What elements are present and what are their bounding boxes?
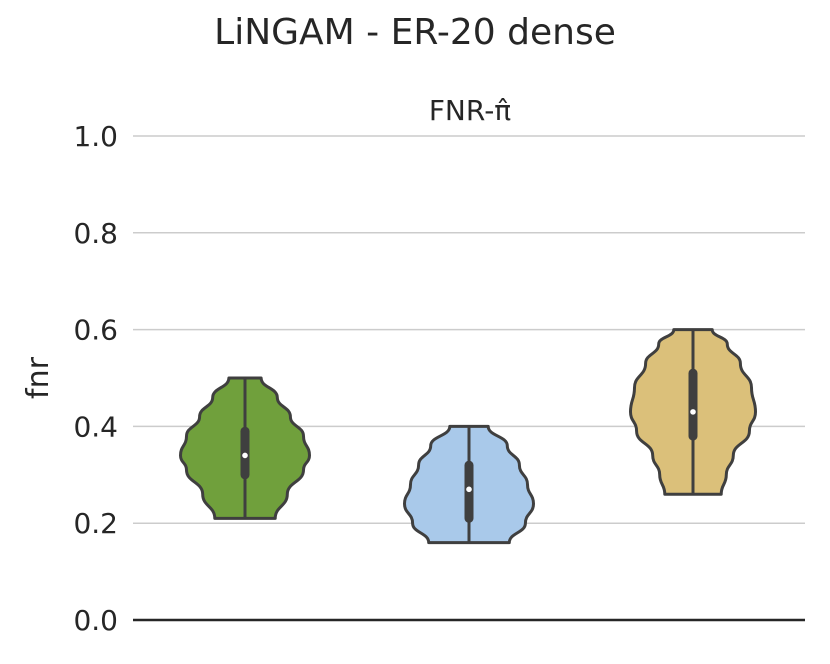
y-tick-label-1: 0.2 <box>73 507 118 540</box>
violin-median-3 <box>690 409 696 415</box>
y-tick-label-4: 0.8 <box>73 217 118 250</box>
violin-1 <box>179 376 311 520</box>
y-tick-labels: 0.0 0.2 0.4 0.6 0.8 1.0 <box>73 120 118 637</box>
chart-subtitle: FNR-π̂ <box>429 94 511 127</box>
y-tick-label-2: 0.4 <box>73 410 118 443</box>
violin-3 <box>629 328 757 496</box>
y-tick-label-5: 1.0 <box>73 120 118 153</box>
violin-2 <box>403 424 535 545</box>
y-axis-label: fnr <box>21 356 56 399</box>
violin-median-2 <box>466 486 472 493</box>
violins <box>179 328 757 545</box>
chart-title: LiNGAM - ER-20 dense <box>214 12 616 53</box>
y-tick-label-3: 0.6 <box>73 314 118 347</box>
y-tick-label-0: 0.0 <box>73 604 118 637</box>
violin-median-1 <box>242 452 248 459</box>
